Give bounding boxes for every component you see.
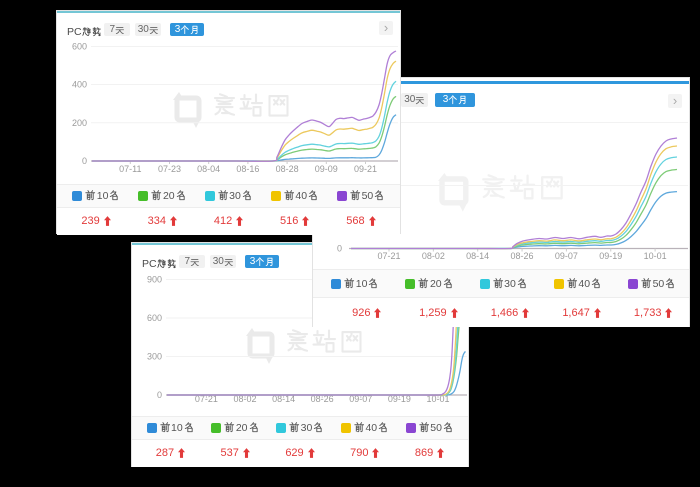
svg-text:08-04: 08-04 <box>197 164 220 174</box>
svg-text:200: 200 <box>72 118 87 128</box>
svg-text:08-14: 08-14 <box>272 394 295 404</box>
svg-text:08-16: 08-16 <box>236 164 259 174</box>
svg-text:09-19: 09-19 <box>599 251 622 261</box>
svg-text:400: 400 <box>72 80 87 90</box>
svg-text:07-21: 07-21 <box>377 251 400 261</box>
svg-text:08-26: 08-26 <box>311 394 334 404</box>
svg-text:900: 900 <box>147 275 162 285</box>
svg-text:09-07: 09-07 <box>349 394 372 404</box>
svg-text:10-01: 10-01 <box>644 251 667 261</box>
svg-text:0: 0 <box>157 390 162 400</box>
svg-text:300: 300 <box>147 352 162 362</box>
svg-text:08-02: 08-02 <box>422 251 445 261</box>
svg-text:0: 0 <box>82 156 87 166</box>
svg-text:600: 600 <box>72 42 87 52</box>
svg-text:08-26: 08-26 <box>511 251 534 261</box>
svg-text:10-01: 10-01 <box>426 394 449 404</box>
svg-text:09-09: 09-09 <box>315 164 338 174</box>
svg-text:07-23: 07-23 <box>158 164 181 174</box>
svg-text:08-02: 08-02 <box>233 394 256 404</box>
svg-text:07-11: 07-11 <box>119 164 141 174</box>
svg-text:08-14: 08-14 <box>466 251 489 261</box>
svg-text:09-07: 09-07 <box>555 251 578 261</box>
svg-text:07-21: 07-21 <box>195 394 218 404</box>
svg-text:09-19: 09-19 <box>388 394 411 404</box>
svg-text:09-21: 09-21 <box>354 164 377 174</box>
svg-text:600: 600 <box>147 313 162 323</box>
svg-text:0: 0 <box>337 244 342 254</box>
svg-text:08-28: 08-28 <box>276 164 299 174</box>
